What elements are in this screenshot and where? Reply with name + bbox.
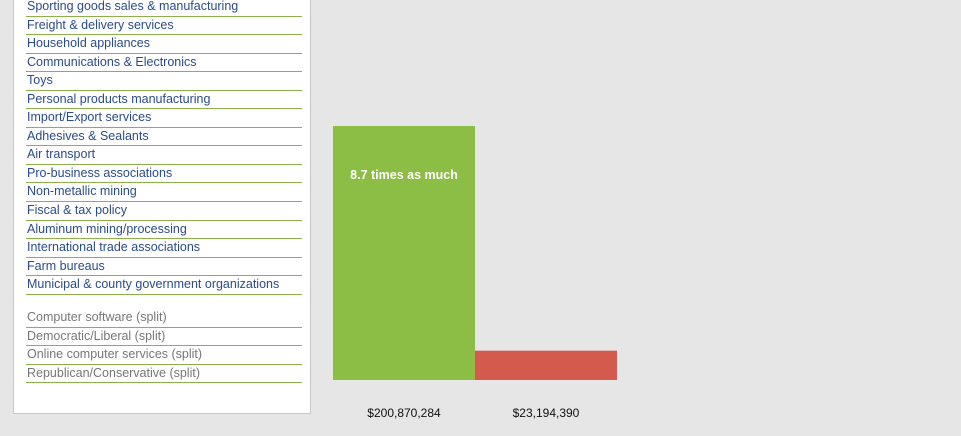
industry-list-item[interactable]: Fiscal & tax policy [26, 202, 302, 221]
industry-list-item[interactable]: Personal products manufacturing [26, 91, 302, 110]
split-industry-list-item[interactable]: Computer software (split) [26, 309, 302, 328]
industry-list-item[interactable]: Toys [26, 72, 302, 91]
industry-list-item[interactable]: Communications & Electronics [26, 54, 302, 73]
industry-list-item[interactable]: Non-metallic mining [26, 183, 302, 203]
ratio-annotation: 8.7 times as much [350, 168, 458, 182]
industry-list-item[interactable]: Adhesives & Sealants [26, 128, 302, 147]
bar-2 [475, 350, 617, 380]
industry-list-item[interactable]: Sporting goods sales & manufacturing [26, 0, 302, 17]
industry-list-item[interactable]: Air transport [26, 146, 302, 165]
industry-list-item[interactable]: International trade associations [26, 239, 302, 258]
industry-list-panel: Sporting goods sales & manufacturing Frei… [13, 0, 311, 414]
split-industry-list: Computer software (split) Democratic/Libe… [26, 309, 302, 384]
split-industry-list-item[interactable]: Democratic/Liberal (split) [26, 328, 302, 347]
industry-list-item[interactable]: Import/Export services [26, 109, 302, 128]
industry-list: Sporting goods sales & manufacturing Frei… [26, 0, 302, 295]
bar-1 [333, 126, 475, 380]
industry-list-item[interactable]: Household appliances [26, 35, 302, 54]
split-industry-list-item[interactable]: Republican/Conservative (split) [26, 365, 302, 384]
split-industry-list-item[interactable]: Online computer services (split) [26, 346, 302, 365]
industry-list-item[interactable]: Aluminum mining/processing [26, 221, 302, 240]
bar-value-label: $200,870,284 [367, 406, 441, 420]
industry-list-item[interactable]: Pro-business associations [26, 165, 302, 184]
industry-list-item[interactable]: Municipal & county government organizati… [26, 276, 302, 295]
bar-value-label: $23,194,390 [513, 406, 580, 420]
industry-list-item[interactable]: Freight & delivery services [26, 17, 302, 36]
industry-list-item[interactable]: Farm bureaus [26, 258, 302, 277]
